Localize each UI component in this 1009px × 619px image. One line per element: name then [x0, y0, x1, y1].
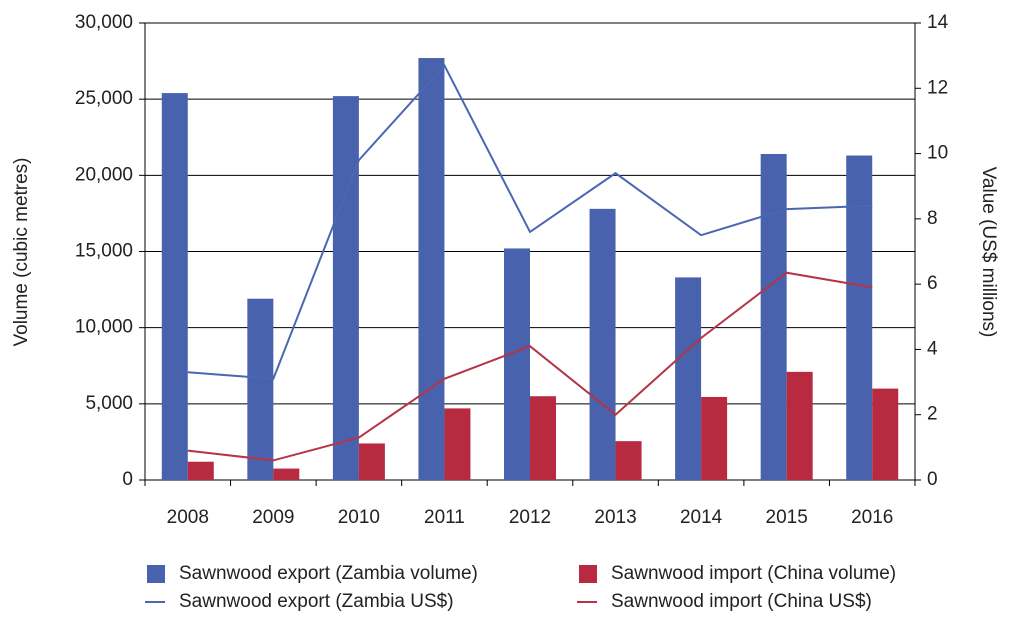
x-tick-label: 2009 [252, 507, 294, 528]
bar [247, 298, 274, 480]
x-tick-label: 2011 [424, 507, 465, 528]
bar [675, 277, 702, 480]
bar [701, 396, 728, 480]
y-tick-label: 20,000 [75, 164, 133, 185]
y2-tick-label: 4 [927, 338, 938, 359]
y2-axis-label: Value (US$ millions) [978, 167, 999, 338]
y-tick-label: 5,000 [85, 393, 133, 414]
y2-tick-label: 2 [927, 404, 938, 425]
bar [786, 371, 813, 480]
legend-label: Sawnwood import (China volume) [611, 563, 896, 584]
bar [187, 461, 214, 480]
bar [418, 58, 445, 480]
y-tick-label: 10,000 [75, 317, 133, 338]
bar [444, 408, 471, 480]
y-tick-label: 25,000 [75, 88, 133, 109]
bar [161, 93, 188, 480]
x-tick-label: 2013 [594, 507, 636, 528]
y2-tick-label: 14 [927, 12, 949, 33]
legend-label: Sawnwood export (Zambia volume) [179, 563, 478, 584]
y2-tick-label: 10 [927, 143, 948, 164]
legend-swatch [147, 565, 165, 583]
line [187, 63, 873, 380]
bar [332, 96, 359, 481]
y2-tick-label: 12 [927, 77, 948, 98]
x-tick-label: 2016 [851, 507, 893, 528]
x-tick-label: 2008 [167, 507, 209, 528]
x-tick-label: 2012 [509, 507, 551, 528]
bar [846, 155, 873, 480]
y2-tick-label: 8 [927, 208, 938, 229]
x-tick-label: 2010 [338, 507, 380, 528]
y-tick-label: 0 [122, 469, 133, 490]
y2-tick-label: 0 [927, 469, 938, 490]
bar [504, 248, 530, 480]
y-tick-label: 15,000 [75, 241, 133, 262]
bar [872, 388, 899, 480]
bar [615, 441, 642, 480]
y2-tick-label: 6 [927, 273, 938, 294]
line [187, 271, 873, 462]
y-tick-label: 30,000 [75, 12, 133, 33]
legend-label: Sawnwood import (China US$) [611, 591, 872, 612]
bar [273, 468, 300, 480]
y-axis-label: Volume (cubic metres) [11, 157, 32, 346]
x-tick-label: 2014 [680, 507, 723, 528]
x-tick-label: 2015 [766, 507, 808, 528]
bar [760, 154, 787, 481]
bar [589, 208, 616, 480]
legend-swatch [579, 565, 597, 583]
bar [530, 396, 556, 480]
legend-label: Sawnwood export (Zambia US$) [179, 591, 454, 612]
bar [358, 443, 385, 480]
